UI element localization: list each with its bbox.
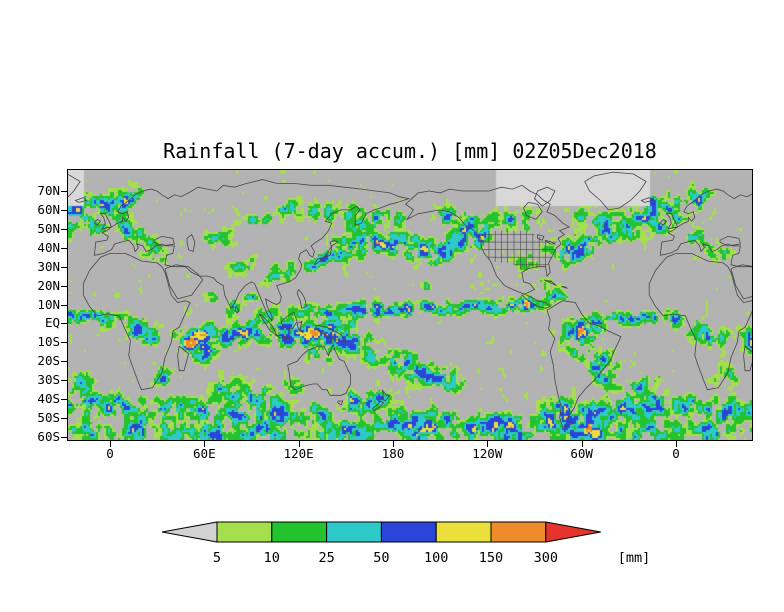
colorbar-tick-label: 100 xyxy=(424,550,448,566)
lat-axis-label: 10N xyxy=(37,296,60,312)
colorbar-tick-label: 150 xyxy=(479,550,503,566)
lon-tick xyxy=(487,441,489,447)
colorbar-segment xyxy=(435,521,492,543)
lat-axis-label: 70N xyxy=(37,183,60,198)
colorbar-tick-label: 300 xyxy=(534,550,558,566)
lat-axis-label: 30N xyxy=(37,258,60,274)
lon-axis-label: 0 xyxy=(672,446,680,461)
lat-axis-label: 10S xyxy=(37,334,60,350)
lat-axis-label: 20N xyxy=(37,277,60,293)
world-map-frame xyxy=(67,169,753,441)
lat-axis-label: 40N xyxy=(37,239,60,255)
lat-tick xyxy=(61,304,68,306)
lon-tick xyxy=(675,441,677,447)
coastline-path xyxy=(68,171,752,429)
lat-tick xyxy=(61,228,68,230)
lat-tick xyxy=(61,361,68,363)
colorbar-tick-label: 25 xyxy=(318,550,334,566)
lat-tick xyxy=(61,209,68,211)
lat-tick xyxy=(61,342,68,344)
colorbar-segment xyxy=(271,521,328,543)
lat-axis-label: 20S xyxy=(37,353,60,369)
lat-axis-label: 40S xyxy=(37,391,60,407)
lon-axis-label: 0 xyxy=(106,446,114,461)
colorbar-tick-label: 50 xyxy=(373,550,389,566)
lon-axis-label: 60W xyxy=(570,446,593,461)
lat-tick xyxy=(61,266,68,268)
lon-axis-label: 180 xyxy=(381,446,405,461)
colorbar-tick-label: 5 xyxy=(213,550,221,566)
lon-axis-label: 120E xyxy=(283,446,314,461)
lat-tick xyxy=(61,323,68,325)
colorbar-segment xyxy=(380,521,437,543)
lon-tick xyxy=(581,441,583,447)
lat-axis-label: 50N xyxy=(37,220,60,236)
lat-tick xyxy=(61,380,68,382)
lon-axis-label: 120W xyxy=(472,446,503,461)
coastline-overlay xyxy=(68,171,752,429)
lat-tick xyxy=(61,285,68,287)
lat-axis-label: 50S xyxy=(37,410,60,426)
lat-tick xyxy=(61,399,68,401)
plot-title: Rainfall (7-day accum.) [mm] 02Z05Dec201… xyxy=(163,139,657,163)
lon-tick xyxy=(204,441,206,447)
colorbar-segment xyxy=(216,521,273,543)
lon-axis-label: 60E xyxy=(193,446,216,461)
colorbar-unit-label: [mm] xyxy=(618,550,651,566)
lon-tick xyxy=(392,441,394,447)
us-state-borders xyxy=(481,230,559,269)
colorbar-tick-label: 10 xyxy=(264,550,280,566)
colorbar-under-arrow xyxy=(161,521,218,543)
lat-tick xyxy=(61,418,68,420)
colorbar-segment xyxy=(326,521,382,543)
lon-tick xyxy=(298,441,300,447)
lat-axis-label: 30S xyxy=(37,372,60,388)
lat-axis-label: 60S xyxy=(37,428,60,444)
lat-tick xyxy=(61,191,68,192)
colorbar: 5 10 25 50 100 150 300 [mm] xyxy=(161,521,651,566)
lat-axis-label: EQ xyxy=(44,315,60,331)
lat-tick xyxy=(61,247,68,249)
lon-tick xyxy=(110,441,111,447)
colorbar-over-arrow xyxy=(545,521,601,543)
lat-tick xyxy=(61,436,68,438)
colorbar-segment xyxy=(490,521,547,543)
lat-axis-label: 60N xyxy=(37,201,60,217)
